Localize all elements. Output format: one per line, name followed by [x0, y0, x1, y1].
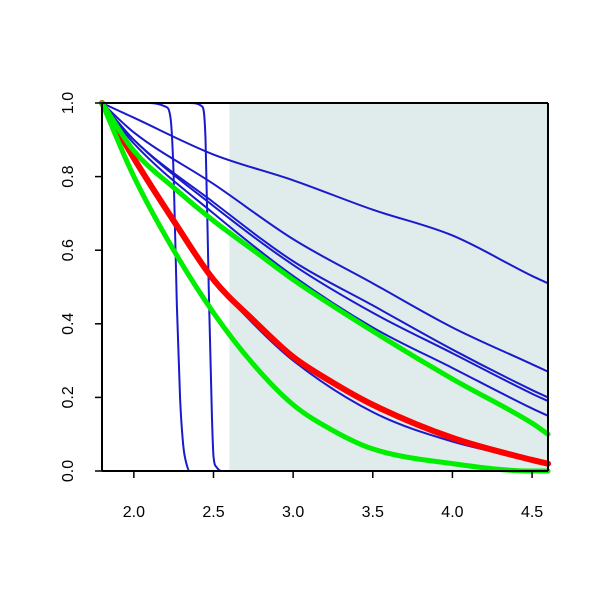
series-line-green-10	[99, 100, 551, 437]
y-tick-label: 0.8	[60, 165, 77, 187]
series-line-red-9	[99, 100, 551, 467]
x-tick-label: 3.0	[282, 504, 304, 521]
x-tick-label: 4.0	[441, 504, 463, 521]
y-tick-label: 0.2	[60, 386, 77, 408]
x-tick-label: 4.5	[521, 504, 543, 521]
x-tick-label: 2.5	[202, 504, 224, 521]
y-tick-label: 0.4	[60, 313, 77, 335]
ticks-layer: 2.0 2.5 3.0 3.5 4.0 4.5 0.0 0.2 0.4 0.6 0.8 1.0	[60, 92, 543, 521]
x-tick-label: 3.5	[362, 504, 384, 521]
series-line-blue-4	[101, 102, 549, 403]
series-line-green-11	[99, 100, 551, 474]
shaded-region-layer	[229, 103, 548, 471]
shaded-region	[229, 103, 548, 471]
y-tick-label: 0.6	[60, 239, 77, 261]
y-tick-label: 1.0	[60, 92, 77, 114]
axes-layer	[101, 102, 549, 472]
y-tick-label: 0.0	[60, 460, 77, 482]
series-layer	[99, 100, 551, 474]
series-line-blue-1	[101, 102, 549, 285]
series-line-blue-2	[101, 102, 549, 373]
x-tick-label: 2.0	[123, 504, 145, 521]
